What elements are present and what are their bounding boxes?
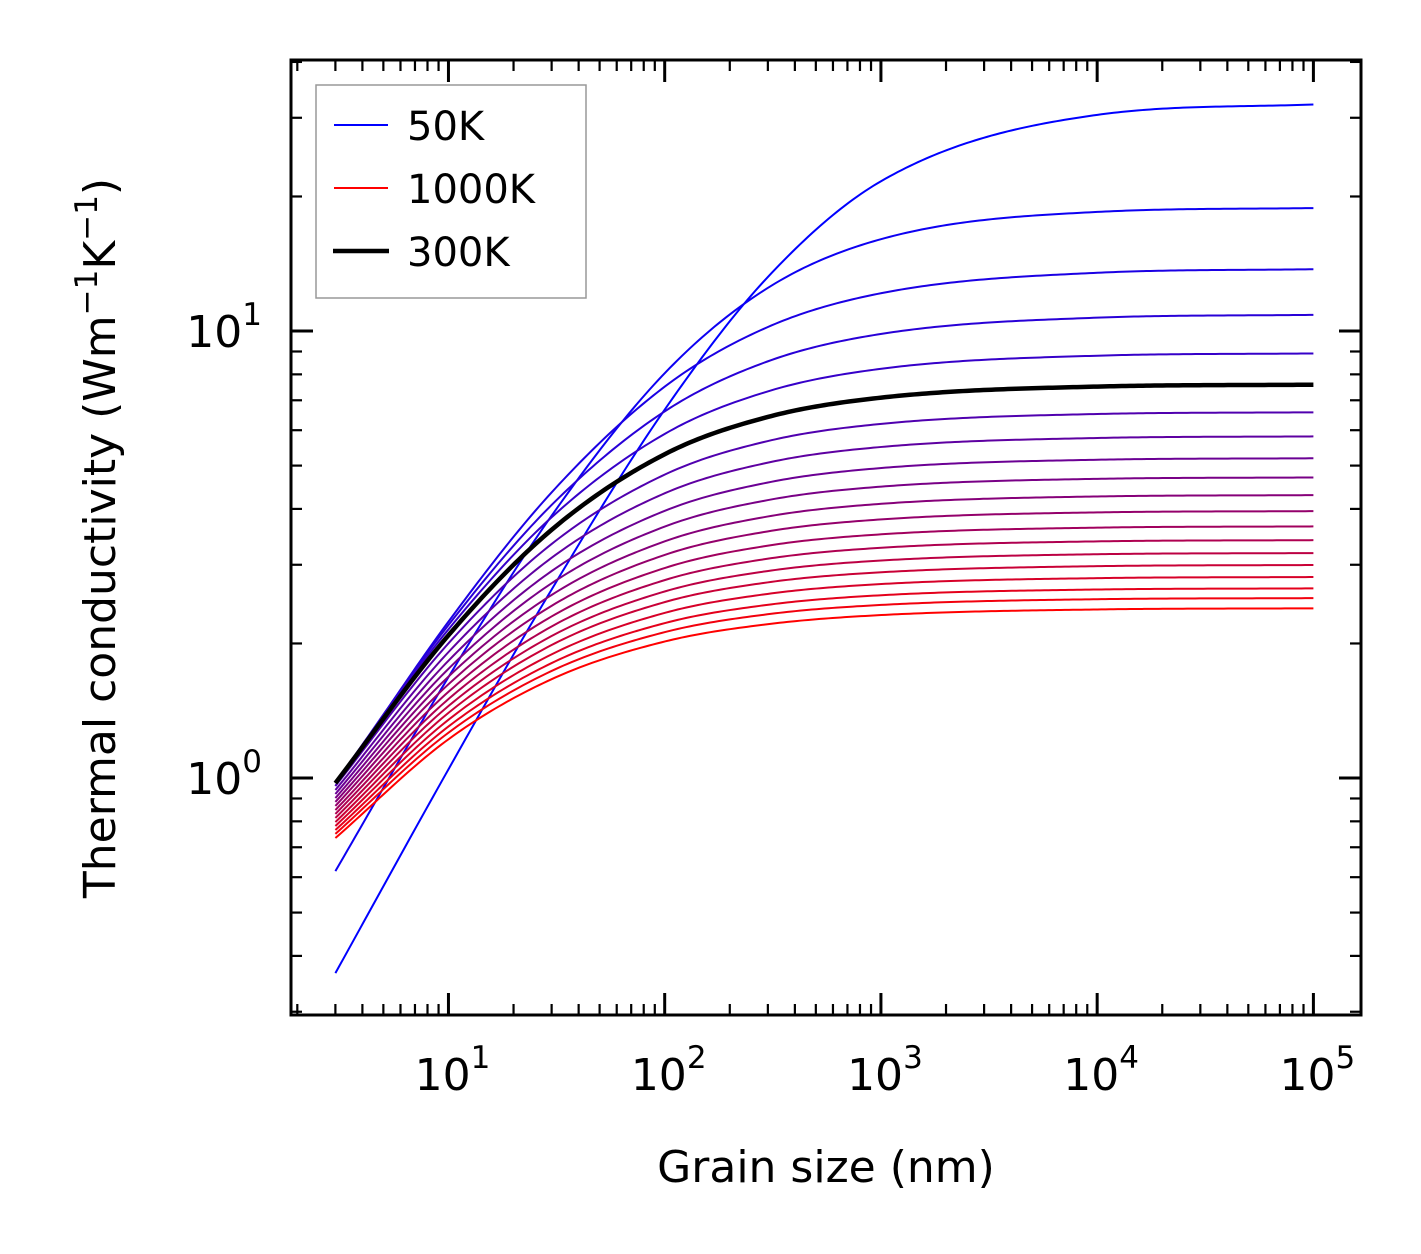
major-ticks [291, 60, 1361, 1015]
series-line-800k [334, 564, 1314, 823]
legend-label-50k: 50K [407, 104, 486, 150]
series-line-450k [334, 457, 1314, 795]
series-line-150k [334, 268, 1314, 787]
x-tick-label: 103 [847, 1040, 923, 1101]
series-layer [333, 103, 1314, 974]
y-label-sup-1: −1 [69, 270, 105, 316]
x-tick-label: 102 [631, 1040, 707, 1101]
series-line-100k [334, 207, 1314, 872]
series-line-250k [334, 352, 1314, 783]
plot-frame [289, 58, 1363, 1017]
series-line-350k [334, 411, 1314, 787]
series-line-300k [333, 382, 1314, 785]
y-label-close: ) [75, 178, 126, 195]
y-label-unit-k: K [75, 240, 126, 270]
y-label-main: Thermal conductivity (Wm [75, 315, 126, 899]
y-tick-labels: 100 101 [186, 297, 262, 805]
x-axis-label: Grain size (nm) [657, 1142, 995, 1193]
legend-label-1000k: 1000K [407, 167, 537, 213]
series-line-700k [334, 539, 1314, 815]
legend-box [315, 84, 587, 299]
y-tick-label: 100 [186, 744, 262, 805]
series-line-200k [334, 313, 1314, 784]
series-line-400k [334, 435, 1314, 791]
series-line-850k [334, 576, 1314, 827]
y-label-sup-2: −1 [69, 195, 105, 241]
series-line-50k [334, 103, 1314, 974]
minor-ticks [291, 60, 1361, 1015]
series-line-750k [334, 552, 1314, 819]
x-tick-labels: 101 102 103 104 105 [415, 1040, 1356, 1101]
series-line-500k [334, 476, 1314, 799]
x-tick-label: 105 [1280, 1040, 1356, 1101]
series-line-650k [334, 525, 1314, 811]
series-line-600k [334, 510, 1314, 807]
series-line-550k [334, 494, 1314, 803]
svg-text:Thermal conductivity (Wm−1K−1): Thermal conductivity (Wm−1K−1) [69, 178, 126, 899]
legend-label-300k: 300K [407, 230, 511, 276]
x-tick-label: 104 [1063, 1040, 1139, 1101]
x-tick-label: 101 [415, 1040, 491, 1101]
series-line-950k [334, 597, 1314, 835]
legend: 50K 1000K 300K [315, 84, 587, 299]
series-line-900k [334, 587, 1314, 831]
series-line-1000k [334, 607, 1314, 839]
y-axis-label: Thermal conductivity (Wm−1K−1) [69, 178, 126, 899]
y-tick-label: 101 [186, 297, 262, 358]
